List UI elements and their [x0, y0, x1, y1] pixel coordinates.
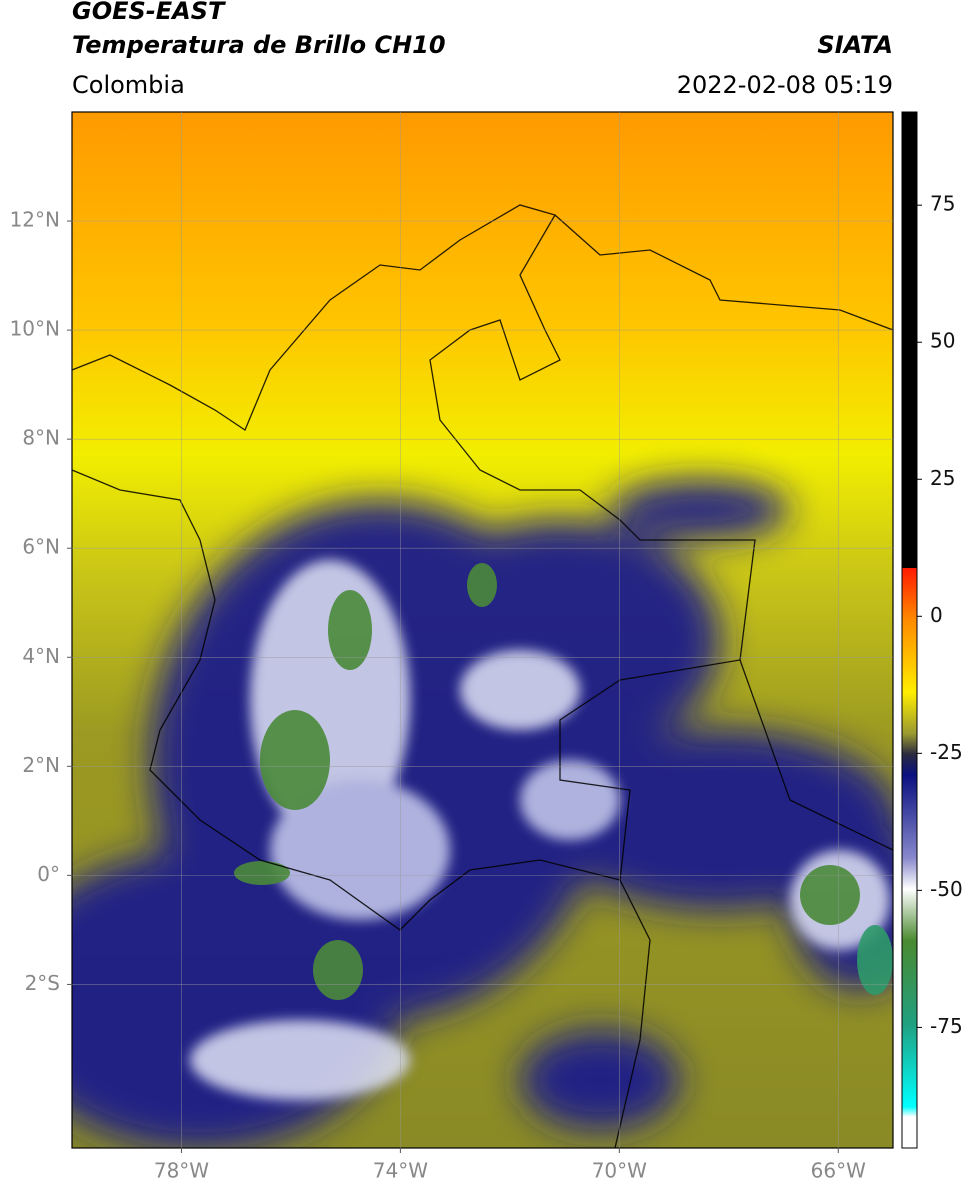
map-frame: [71, 111, 894, 1149]
colorbar-tick-label: 75: [930, 192, 955, 216]
colorbar: [901, 111, 918, 1149]
y-tick-label: 6°N: [22, 535, 60, 559]
y-tick-label: 10°N: [10, 317, 60, 341]
y-tick-label: 12°N: [10, 208, 60, 232]
y-tick-label: 8°N: [22, 426, 60, 450]
x-tick-label: 66°W: [811, 1159, 866, 1183]
colorbar-tick-label: -50: [930, 877, 963, 901]
y-tick-label: 4°N: [22, 644, 60, 668]
y-tick-label: 2°S: [25, 971, 60, 995]
colorbar-tick-label: -75: [930, 1014, 963, 1038]
colorbar-tick-label: 50: [930, 329, 955, 353]
x-tick-label: 78°W: [154, 1159, 209, 1183]
subtitle: Temperatura de Brillo CH10: [72, 31, 446, 59]
y-tick-label: 2°N: [22, 753, 60, 777]
source: SIATA: [817, 31, 893, 59]
x-tick-label: 70°W: [592, 1159, 647, 1183]
colorbar-tick-label: 0: [930, 603, 943, 627]
colorbar-tick-label: 25: [930, 466, 955, 490]
satellite-image: [72, 112, 893, 1148]
datetime: 2022-02-08 05:19: [677, 71, 893, 99]
colorbar-tick-label: -25: [930, 740, 963, 764]
x-tick-label: 74°W: [373, 1159, 428, 1183]
title: GOES-EAST: [72, 0, 226, 25]
region: Colombia: [72, 71, 185, 99]
y-tick-label: 0°: [37, 862, 60, 886]
